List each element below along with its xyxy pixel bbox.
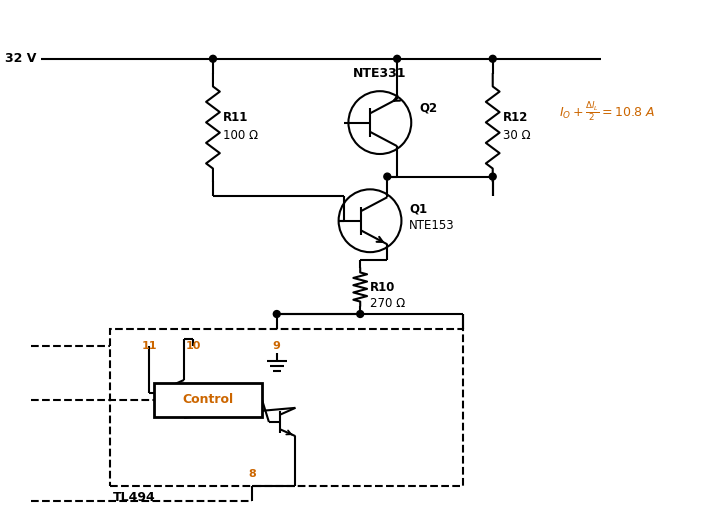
Text: Q2: Q2 (419, 101, 437, 114)
Text: 11: 11 (141, 341, 157, 351)
Text: NTE153: NTE153 (409, 219, 455, 232)
Circle shape (273, 311, 280, 317)
Text: Q1: Q1 (409, 203, 428, 216)
Text: 30 Ω: 30 Ω (503, 129, 531, 142)
Circle shape (209, 55, 216, 62)
Circle shape (489, 55, 496, 62)
Text: 8: 8 (248, 469, 256, 479)
Text: 9: 9 (273, 341, 281, 351)
Text: Control: Control (183, 394, 233, 407)
Text: R10: R10 (370, 281, 396, 294)
Text: 10: 10 (186, 341, 201, 351)
Circle shape (384, 173, 391, 180)
Text: $I_O + \frac{\Delta I_L}{2} = 10.8\ A$: $I_O + \frac{\Delta I_L}{2} = 10.8\ A$ (560, 101, 656, 124)
Text: NTE331: NTE331 (353, 67, 406, 80)
Text: R11: R11 (223, 111, 248, 124)
Circle shape (357, 311, 363, 317)
Text: 270 Ω: 270 Ω (370, 296, 406, 310)
Text: 100 Ω: 100 Ω (223, 129, 258, 142)
Text: R12: R12 (503, 111, 528, 124)
Bar (154, 383, 262, 417)
Circle shape (489, 173, 496, 180)
Text: 32 V: 32 V (5, 52, 36, 65)
Circle shape (393, 55, 401, 62)
Text: TL494: TL494 (113, 491, 156, 504)
Bar (110, 329, 463, 486)
